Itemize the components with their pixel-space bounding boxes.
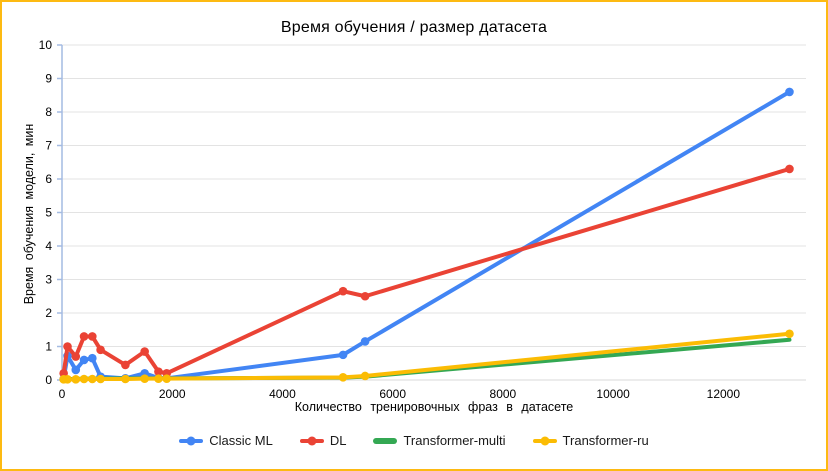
data-point-transformer-ru [79, 374, 89, 384]
data-point-transformer-ru [71, 375, 81, 384]
y-tick-label: 6 [45, 172, 52, 186]
x-axis-title: Количество тренировочных фраз в датасете [294, 400, 574, 414]
data-point-dl [360, 291, 370, 301]
x-tick-label: 12000 [707, 387, 741, 401]
data-point-dl [96, 345, 105, 355]
data-point-classic-ml [785, 87, 794, 97]
legend-label-classic-ml: Classic ML [209, 433, 273, 448]
legend-line-icon [299, 436, 324, 445]
data-point-classic-ml [360, 337, 370, 346]
x-tick-label: 6000 [379, 387, 406, 401]
legend-label-dl: DL [329, 433, 347, 448]
data-point-transformer-ru [121, 374, 130, 384]
legend-dot-icon [307, 436, 317, 445]
y-tick-label: 0 [45, 373, 52, 387]
y-tick-label: 4 [45, 239, 52, 253]
data-point-dl [785, 164, 794, 174]
legend-item-dl: DL [299, 433, 347, 448]
legend-label-transformer-ru: Transformer-ru [562, 433, 649, 448]
data-point-dl [71, 352, 81, 361]
legend-item-transformer-multi: Transformer-multi [373, 433, 506, 448]
y-tick-label: 2 [45, 306, 52, 320]
x-tick-label: 2000 [159, 387, 186, 401]
data-point-dl [338, 286, 348, 296]
y-tick-label: 3 [45, 273, 52, 287]
x-tick-label: 8000 [490, 387, 517, 401]
y-tick-label: 7 [45, 139, 52, 153]
x-tick-label: 4000 [269, 387, 296, 401]
data-point-dl [121, 360, 130, 370]
data-point-transformer-ru [140, 374, 149, 383]
legend-line-icon [179, 436, 204, 445]
data-point-transformer-ru [96, 374, 105, 384]
chart-title: Время обучения / размер датасета [280, 19, 548, 36]
data-point-classic-ml [88, 353, 97, 363]
data-point-transformer-ru [785, 329, 794, 339]
legend-line-icon [373, 437, 398, 444]
data-point-dl [88, 332, 97, 341]
legend-dot-icon [186, 436, 196, 445]
y-tick-label: 8 [45, 105, 52, 119]
data-point-dl [140, 347, 149, 356]
x-tick-label: 0 [59, 387, 66, 401]
data-point-transformer-ru [63, 375, 72, 384]
legend-dot-icon [540, 436, 550, 445]
data-point-dl [79, 332, 89, 341]
data-point-transformer-ru [360, 371, 370, 381]
data-point-classic-ml [71, 365, 81, 375]
data-point-classic-ml [79, 355, 89, 365]
y-axis-title: Время обучения модели, мин [22, 123, 36, 305]
data-point-dl [63, 342, 72, 351]
y-tick-label: 9 [45, 72, 52, 86]
legend-label-transformer-multi: Transformer-multi [403, 433, 506, 448]
data-point-classic-ml [338, 350, 348, 360]
x-tick-label: 10000 [596, 387, 630, 401]
data-point-transformer-ru [154, 374, 163, 383]
legend-item-classic-ml: Classic ML [179, 433, 273, 448]
y-tick-label: 10 [39, 38, 53, 52]
y-tick-label: 1 [45, 340, 52, 354]
legend-line-icon [532, 436, 557, 445]
data-point-transformer-ru [88, 374, 97, 384]
chart-legend: Classic ML DL Transformer-multi Transformer… [2, 433, 826, 448]
y-tick-label: 5 [45, 206, 52, 220]
data-point-transformer-ru [338, 373, 348, 382]
data-point-transformer-ru [162, 374, 172, 383]
series-line-classic-ml [61, 89, 792, 381]
legend-item-transformer-ru: Transformer-ru [532, 433, 649, 448]
data-point-dl [154, 367, 163, 376]
